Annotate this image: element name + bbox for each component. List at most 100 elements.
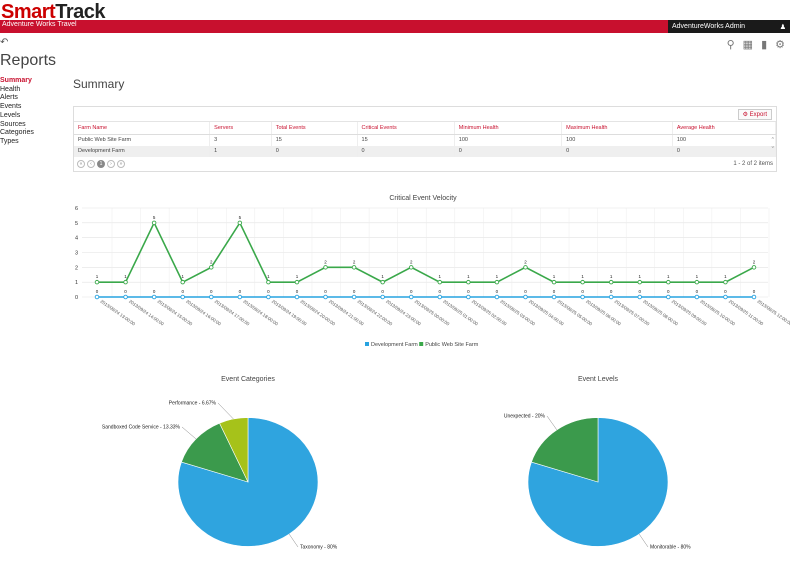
data-point xyxy=(380,279,385,285)
data-point xyxy=(523,265,528,270)
table-cell: 15 xyxy=(357,134,455,146)
table-row[interactable]: Development Farm 1 0 0 0 0 0 xyxy=(74,145,777,157)
legend-swatch xyxy=(419,342,424,346)
gear-icon[interactable]: ⚙ xyxy=(775,39,785,51)
leader-line xyxy=(217,402,234,420)
data-label: 2 xyxy=(210,259,213,264)
data-label: 1 xyxy=(467,274,470,279)
data-label: 1 xyxy=(724,274,727,279)
data-label: 1 xyxy=(296,274,299,279)
data-point xyxy=(209,294,214,300)
sidebar-item-levels[interactable]: Levels xyxy=(0,111,21,119)
column-header[interactable]: Farm Name xyxy=(74,122,211,135)
data-point xyxy=(494,294,500,300)
data-point xyxy=(666,279,671,285)
data-point xyxy=(151,220,157,226)
column-header[interactable]: Average Health xyxy=(672,122,777,135)
scroll-down-icon[interactable]: ˇ xyxy=(771,147,774,154)
sidebar-item-sources[interactable]: Sources xyxy=(0,120,26,128)
sidebar-item-health[interactable]: Health xyxy=(0,85,21,93)
data-label: 2 xyxy=(324,259,327,264)
table-cell: 3 xyxy=(209,134,272,146)
data-label: 0 xyxy=(496,289,499,294)
data-label: 0 xyxy=(696,289,699,294)
scroll-up-icon[interactable]: ˆ xyxy=(771,138,774,145)
data-point xyxy=(351,294,357,300)
pie-slice xyxy=(219,417,249,483)
first-page-icon[interactable]: « xyxy=(77,160,85,168)
toolbar-icons: ⚲ ▦ ▮ ⚙ xyxy=(727,38,785,51)
data-label: 0 xyxy=(153,289,156,294)
data-label: 0 xyxy=(581,289,584,294)
data-point xyxy=(551,294,557,300)
chart-title: Event Categories xyxy=(221,376,275,383)
page-number[interactable]: 1 xyxy=(97,160,105,168)
data-point xyxy=(180,279,185,285)
data-label: 1 xyxy=(610,274,613,279)
data-label: 0 xyxy=(467,289,470,294)
search-icon[interactable]: ⚲ xyxy=(726,39,735,51)
data-label: 0 xyxy=(381,289,384,294)
sidebar-item-events[interactable]: Events xyxy=(0,103,22,111)
app-logo: SmartTrack xyxy=(1,1,105,23)
sidebar-item-types[interactable]: Types xyxy=(0,137,19,145)
data-point xyxy=(751,294,757,300)
data-point xyxy=(408,294,414,300)
sidebar-item-summary[interactable]: Summary xyxy=(0,77,32,84)
table-row[interactable]: Public Web Site Farm 3 15 15 100 100 100 xyxy=(74,134,777,146)
prev-page-icon[interactable]: ‹ xyxy=(87,160,95,168)
data-point xyxy=(723,294,728,300)
data-label: 2 xyxy=(353,259,356,264)
table-cell: 0 xyxy=(672,145,777,157)
data-point xyxy=(608,279,614,285)
back-icon[interactable]: ↶ xyxy=(0,37,9,48)
sidebar-item-alerts[interactable]: Alerts xyxy=(0,94,18,102)
user-menu[interactable]: AdventureWorks Admin ♟ xyxy=(668,20,790,33)
data-label: 1 xyxy=(267,274,270,279)
data-label: 1 xyxy=(696,274,699,279)
column-header[interactable]: Servers xyxy=(209,122,272,135)
header-bar: Adventure Works Travel AdventureWorks Ad… xyxy=(0,20,790,33)
data-point xyxy=(408,265,414,270)
page-title: Reports xyxy=(0,52,57,69)
table-cell: 0 xyxy=(357,145,455,157)
grid-icon[interactable]: ▦ xyxy=(742,39,754,51)
chart-title: Critical Event Velocity xyxy=(389,195,457,202)
column-header[interactable]: Total Events xyxy=(271,122,358,135)
chart-icon[interactable]: ▮ xyxy=(761,39,768,51)
data-point xyxy=(637,294,642,300)
data-label: 1 xyxy=(638,274,641,279)
table-cell: Public Web Site Farm xyxy=(74,134,211,146)
slice-label: Performance - 6.67% xyxy=(169,401,217,407)
data-label: 0 xyxy=(267,289,270,294)
column-header[interactable]: Critical Events xyxy=(357,122,455,135)
column-header[interactable]: Minimum Health xyxy=(454,122,563,135)
export-button[interactable]: ⚙ Export xyxy=(737,109,772,120)
table-cell: 1 xyxy=(209,145,272,157)
y-tick-label: 5 xyxy=(75,221,78,227)
data-point xyxy=(294,294,300,300)
last-page-icon[interactable]: » xyxy=(117,160,125,168)
leader-line xyxy=(181,426,197,440)
column-header[interactable]: Maximum Health xyxy=(561,122,673,135)
data-label: 0 xyxy=(324,289,327,294)
next-page-icon[interactable]: › xyxy=(107,160,115,168)
data-label: 2 xyxy=(753,259,756,264)
data-label: 0 xyxy=(296,289,299,294)
data-point xyxy=(466,279,471,285)
leader-line xyxy=(638,533,649,548)
sidebar-nav: Summary Health Alerts Events Levels Sour… xyxy=(0,77,34,147)
series-line xyxy=(97,220,755,284)
data-label: 0 xyxy=(439,289,442,294)
sidebar-item-categories[interactable]: Categories xyxy=(0,129,34,137)
data-point xyxy=(94,294,100,300)
data-label: 1 xyxy=(381,274,384,279)
summary-table: Farm Name Servers Total Events Critical … xyxy=(74,122,777,157)
y-tick-label: 4 xyxy=(75,236,78,242)
data-point xyxy=(351,265,357,270)
data-point xyxy=(494,279,500,285)
event-categories-chart: Event Categories Taxonomy - 80% Sandboxed … xyxy=(102,376,338,551)
data-point xyxy=(437,294,443,300)
legend-label: Public Web Site Farm xyxy=(425,342,479,348)
